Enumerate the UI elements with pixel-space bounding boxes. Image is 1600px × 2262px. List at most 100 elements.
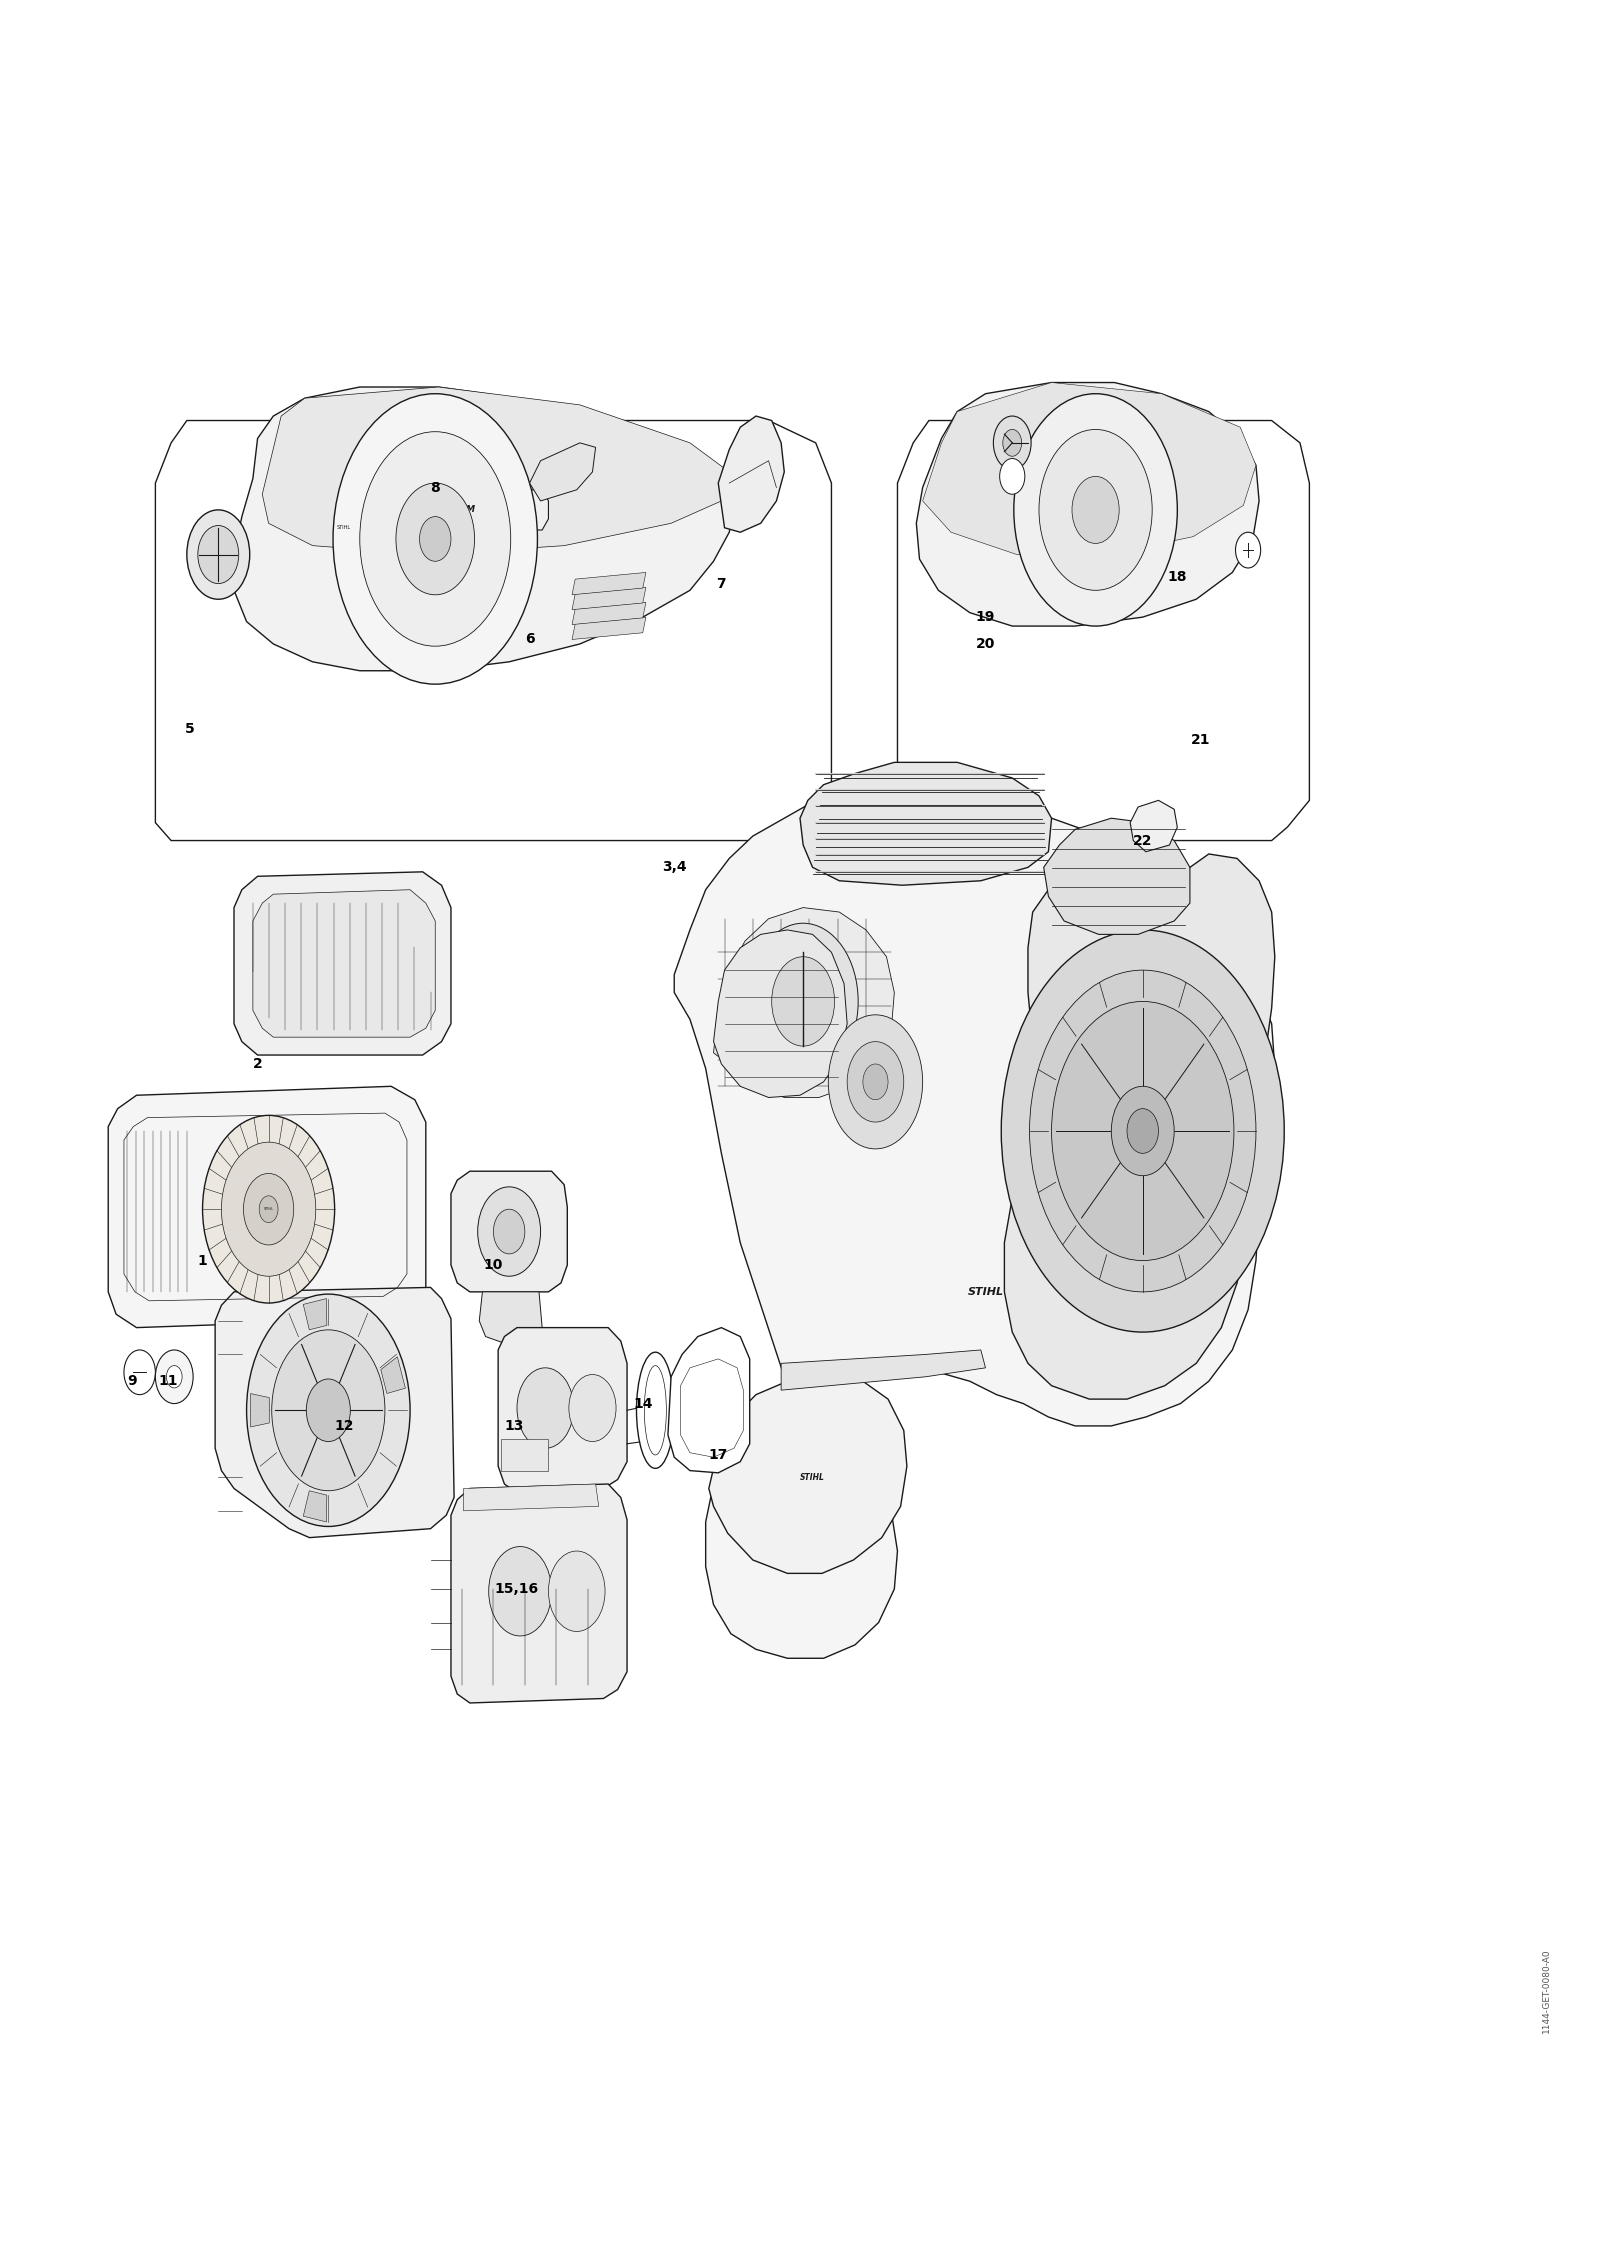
Circle shape [243, 1174, 294, 1244]
Polygon shape [573, 572, 646, 595]
Circle shape [272, 1330, 386, 1491]
Text: STIHL: STIHL [968, 1287, 1003, 1296]
Polygon shape [573, 618, 646, 640]
Circle shape [221, 1142, 315, 1276]
Text: 17: 17 [709, 1448, 728, 1461]
Text: 20: 20 [976, 638, 995, 651]
Polygon shape [501, 1439, 549, 1470]
Circle shape [478, 1188, 541, 1276]
Circle shape [549, 1552, 605, 1631]
Polygon shape [262, 387, 730, 554]
Circle shape [198, 525, 238, 584]
Text: 5: 5 [186, 722, 195, 735]
Text: 14: 14 [634, 1396, 653, 1411]
Circle shape [1038, 430, 1152, 590]
Circle shape [203, 1115, 334, 1303]
Polygon shape [573, 588, 646, 611]
Text: STIHL: STIHL [800, 1473, 826, 1482]
Circle shape [1000, 459, 1026, 493]
Polygon shape [714, 930, 846, 1097]
Polygon shape [234, 871, 451, 1054]
Text: 18: 18 [1168, 570, 1187, 584]
Circle shape [187, 509, 250, 599]
Polygon shape [464, 1484, 598, 1511]
Text: 2: 2 [253, 1056, 262, 1070]
Text: 1144-GET-0080-A0: 1144-GET-0080-A0 [1542, 1950, 1552, 2034]
Circle shape [246, 1294, 410, 1527]
Circle shape [1051, 1002, 1234, 1260]
Circle shape [360, 432, 510, 647]
Circle shape [829, 1016, 923, 1149]
Circle shape [517, 1369, 574, 1448]
Circle shape [306, 1380, 350, 1441]
Polygon shape [251, 1393, 269, 1427]
Polygon shape [357, 491, 549, 529]
Circle shape [1126, 1108, 1158, 1154]
Polygon shape [253, 889, 435, 1038]
Circle shape [1002, 930, 1285, 1332]
Text: 10: 10 [483, 1258, 502, 1271]
Circle shape [1072, 477, 1118, 543]
Circle shape [570, 1375, 616, 1441]
Polygon shape [234, 387, 738, 672]
Polygon shape [898, 421, 1309, 841]
Polygon shape [451, 1172, 568, 1292]
Circle shape [493, 1210, 525, 1253]
Polygon shape [155, 421, 832, 841]
Circle shape [862, 1063, 888, 1099]
Polygon shape [923, 382, 1256, 554]
Circle shape [1235, 532, 1261, 568]
Polygon shape [451, 1484, 627, 1703]
Circle shape [419, 516, 451, 561]
Polygon shape [1130, 801, 1178, 853]
Text: 12: 12 [334, 1418, 354, 1432]
Circle shape [259, 1197, 278, 1221]
Polygon shape [304, 1298, 326, 1330]
Circle shape [1014, 394, 1178, 627]
Polygon shape [109, 1086, 426, 1328]
Circle shape [1003, 430, 1022, 457]
Ellipse shape [637, 1353, 674, 1468]
Polygon shape [573, 602, 646, 624]
Circle shape [846, 1041, 904, 1122]
Polygon shape [214, 1287, 454, 1538]
Polygon shape [917, 382, 1259, 627]
Polygon shape [714, 907, 894, 1097]
Text: 9: 9 [126, 1375, 136, 1389]
Circle shape [333, 394, 538, 683]
Circle shape [488, 1547, 552, 1635]
Polygon shape [530, 443, 595, 500]
Polygon shape [667, 1328, 750, 1473]
Text: 21: 21 [1190, 733, 1211, 746]
Circle shape [123, 1350, 155, 1396]
Circle shape [771, 957, 835, 1045]
Polygon shape [781, 1350, 986, 1391]
Polygon shape [304, 1491, 326, 1522]
Text: 6: 6 [525, 633, 534, 647]
Text: 7: 7 [717, 577, 726, 590]
Circle shape [994, 416, 1030, 470]
Text: 13: 13 [504, 1418, 523, 1432]
Polygon shape [1005, 855, 1275, 1400]
Text: 3,4: 3,4 [662, 860, 686, 875]
Circle shape [749, 923, 858, 1079]
Polygon shape [480, 1292, 542, 1344]
Text: 19: 19 [976, 611, 995, 624]
Circle shape [166, 1366, 182, 1389]
Polygon shape [718, 416, 784, 532]
Polygon shape [709, 1378, 907, 1574]
Text: 8: 8 [430, 480, 440, 495]
Polygon shape [800, 762, 1051, 884]
Circle shape [395, 484, 475, 595]
Text: MAGNUM: MAGNUM [429, 504, 477, 513]
Polygon shape [498, 1328, 627, 1493]
Polygon shape [674, 769, 1275, 1658]
Text: 1: 1 [198, 1253, 208, 1267]
Text: 15,16: 15,16 [494, 1581, 539, 1597]
Text: 22: 22 [1133, 835, 1152, 848]
Circle shape [1112, 1086, 1174, 1176]
Text: STIHL: STIHL [338, 525, 350, 529]
Text: 11: 11 [158, 1375, 178, 1389]
Polygon shape [381, 1357, 405, 1393]
Circle shape [1029, 970, 1256, 1292]
